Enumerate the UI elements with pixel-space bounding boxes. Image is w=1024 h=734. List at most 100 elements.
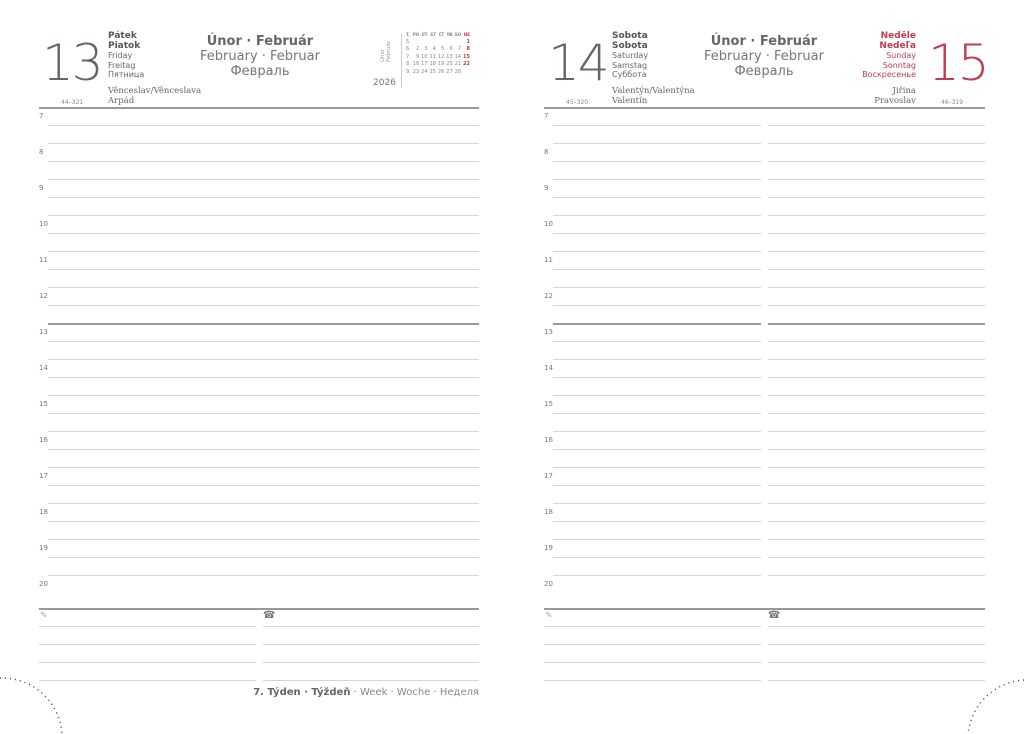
- ruled-line: [48, 485, 479, 486]
- ruled-line: [768, 377, 985, 378]
- hour-label: 15: [544, 400, 553, 408]
- name-day: Valentín: [612, 96, 648, 106]
- ruled-line: [553, 287, 761, 288]
- day-name-sk: Nedeľa: [879, 40, 916, 51]
- hour-label: 16: [39, 436, 48, 444]
- month-title: Únor · Február February · Februar Феврал…: [160, 34, 360, 79]
- ruled-line: [544, 662, 761, 663]
- ruled-line: [544, 626, 761, 627]
- ruled-line: [263, 680, 479, 681]
- ruled-line: [48, 143, 479, 144]
- name-days: Věnceslav/Věnceslava Arpád: [108, 86, 201, 106]
- mini-calendar-cell: [445, 39, 453, 47]
- ruled-line: [553, 323, 761, 325]
- mini-calendar-cell: [420, 39, 428, 47]
- ruled-line: [48, 233, 479, 234]
- ruled-line: [768, 161, 985, 162]
- day-name-ru: Воскресенье: [862, 70, 916, 79]
- hour-label: 11: [544, 256, 553, 264]
- mini-calendar-cell: 9: [415, 53, 420, 60]
- ruled-line: [768, 626, 985, 627]
- ruled-line: [768, 503, 985, 504]
- mini-calendar-header: T.: [406, 32, 410, 37]
- ruled-line: [768, 539, 985, 540]
- hour-label: 8: [39, 148, 44, 156]
- ruled-line: [768, 662, 985, 663]
- ruled-line: [48, 359, 479, 360]
- ruled-line: [768, 143, 985, 144]
- ruled-line: [553, 359, 761, 360]
- mini-calendar-cell: 3: [424, 46, 428, 52]
- day-name-sk: Piatok: [108, 40, 141, 51]
- ruled-line: [553, 575, 761, 576]
- saturday-name-days: Valentýn/Valentýna Valentín: [612, 86, 695, 106]
- ruled-line: [768, 215, 985, 216]
- ruled-line: [768, 644, 985, 645]
- hour-label: 17: [544, 472, 553, 480]
- ruled-line: [48, 575, 479, 576]
- pencil-icon: ✎: [40, 611, 48, 621]
- hour-label: 10: [39, 220, 48, 228]
- day-name-cz: Sobota: [612, 31, 648, 41]
- mini-calendar-cell: [412, 39, 420, 47]
- ruled-line: [768, 233, 985, 234]
- ruled-line: [544, 644, 761, 645]
- ruled-line: [768, 575, 985, 576]
- ruled-line: [553, 269, 761, 270]
- ruled-line: [768, 251, 985, 252]
- month-cz-sk: Únor · Február: [710, 34, 818, 49]
- ruled-line: [39, 644, 256, 645]
- hour-label: 20: [544, 580, 553, 588]
- mini-calendar-cell: 1: [466, 38, 470, 45]
- ruled-line: [553, 179, 761, 180]
- mini-calendar-header: ÚT: [421, 32, 428, 37]
- ruled-line: [553, 341, 761, 342]
- dotted-arc-decoration: [0, 677, 63, 734]
- day-names: Pátek Piatok Friday Freitag Пятница: [108, 31, 145, 80]
- hour-label: 11: [39, 256, 48, 264]
- mini-calendar-cell: 12: [437, 53, 445, 60]
- ruled-line: [768, 269, 985, 270]
- mini-calendar-cell: 2: [415, 46, 420, 52]
- mini-calendar-header: ČT: [438, 32, 445, 37]
- week-translations: · Week · Woche · Неделя: [350, 687, 479, 698]
- ruled-line: [553, 305, 761, 306]
- sunday-day-names: Neděle Nedeľa Sunday Sonntag Воскресенье: [862, 31, 916, 80]
- mini-calendar-cell: [462, 69, 471, 77]
- day-name-en: Friday: [108, 51, 133, 60]
- mini-calendar-cell: [437, 39, 445, 47]
- mini-calendar-cell: 10: [421, 53, 428, 60]
- ruled-line: [553, 557, 761, 558]
- name-day: Pravoslav: [874, 96, 916, 106]
- ruled-line: [553, 377, 761, 378]
- month-cz-sk: Únor · Február: [206, 34, 314, 49]
- sunday-name-days: Jiřina Pravoslav: [874, 86, 916, 106]
- ruled-line: [48, 539, 479, 540]
- mini-calendar-label: Únor Február: [380, 40, 392, 62]
- ruled-line: [48, 431, 479, 432]
- year: 2026: [373, 78, 396, 88]
- mini-calendar-cell: 20: [446, 61, 453, 67]
- ruled-line: [553, 395, 761, 396]
- ruled-line: [48, 557, 479, 558]
- day-name-ru: Пятница: [108, 70, 145, 79]
- ruled-line: [48, 503, 479, 504]
- ruled-line: [553, 431, 761, 432]
- ruled-line: [48, 269, 479, 270]
- ruled-line: [48, 251, 479, 252]
- ruled-line: [544, 107, 985, 109]
- mini-calendar-header: PO: [412, 32, 420, 37]
- ruled-line: [768, 680, 985, 681]
- saturday-day-names: Sobota Sobota Saturday Samstag Суббота: [612, 31, 648, 80]
- month-en-de: February · Februar: [200, 49, 320, 64]
- ruled-line: [768, 305, 985, 306]
- mini-calendar-cell: 21: [454, 61, 462, 67]
- mini-calendar-cell: 16: [412, 61, 420, 67]
- hour-label: 16: [544, 436, 553, 444]
- mini-calendar-header: PÁ: [446, 32, 453, 37]
- ruled-line: [544, 680, 761, 681]
- ruled-line: [263, 626, 479, 627]
- day-number: 13: [42, 34, 104, 92]
- mini-calendar-cell: 19: [437, 61, 445, 67]
- ruled-line: [553, 503, 761, 504]
